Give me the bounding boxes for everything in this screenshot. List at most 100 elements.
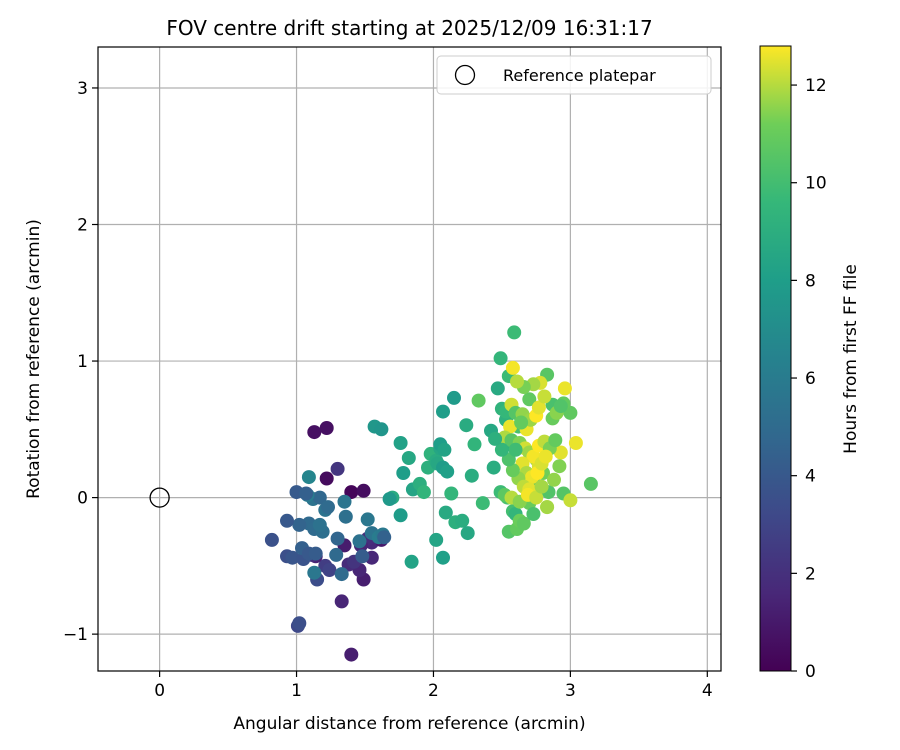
data-point	[553, 445, 568, 460]
data-point	[508, 442, 523, 457]
data-point	[330, 461, 345, 476]
data-point	[307, 565, 322, 580]
colorbar-ticks: 0 2 4 6 8 10 12	[791, 76, 827, 682]
data-point	[330, 531, 345, 546]
data-point	[344, 647, 359, 662]
y-tick-label: −1	[63, 625, 88, 645]
x-tick-label: 1	[291, 681, 302, 701]
colorbar-gradient	[759, 45, 792, 672]
x-axis-label: Angular distance from reference (arcmin)	[233, 714, 585, 734]
data-point	[334, 594, 349, 609]
y-axis-label: Rotation from reference (arcmin)	[24, 219, 44, 499]
data-point	[438, 505, 453, 520]
data-point	[514, 415, 529, 430]
chart-title: FOV centre drift starting at 2025/12/09 …	[166, 16, 652, 40]
data-point	[455, 513, 470, 528]
data-point	[337, 494, 352, 509]
data-point	[312, 517, 327, 532]
data-point	[553, 399, 568, 414]
x-tick-label: 2	[428, 681, 439, 701]
y-tick-label: 3	[77, 79, 88, 99]
y-tick-label: 0	[77, 489, 88, 509]
colorbar-label: Hours from first FF file	[841, 264, 861, 454]
data-point	[493, 351, 508, 366]
plot-frame	[97, 46, 722, 672]
data-point	[356, 483, 371, 498]
data-point	[540, 500, 555, 515]
data-point	[404, 554, 419, 569]
colorbar: 0 2 4 6 8 10 12 Hours from first FF file	[759, 45, 861, 682]
data-point	[537, 389, 552, 404]
colorbar-tick-label: 0	[805, 662, 816, 682]
data-point	[467, 437, 482, 452]
data-point	[471, 393, 486, 408]
data-point	[510, 374, 524, 389]
data-point	[490, 381, 505, 396]
data-point	[437, 442, 452, 457]
data-point	[568, 436, 583, 450]
data-point	[308, 546, 323, 561]
data-point	[319, 421, 334, 435]
scatter-points	[264, 325, 598, 662]
data-point	[338, 509, 353, 524]
x-tick-label: 3	[565, 681, 576, 701]
reference-platepar-marker	[149, 487, 170, 508]
data-point	[531, 400, 546, 415]
data-point	[393, 436, 408, 450]
colorbar-tick-label: 4	[805, 467, 816, 487]
data-point	[382, 492, 397, 506]
data-point	[292, 616, 307, 631]
data-point	[329, 547, 344, 562]
data-point	[548, 433, 563, 448]
colorbar-tick-label: 10	[805, 174, 827, 194]
x-tick-label: 0	[154, 681, 165, 701]
data-point	[529, 490, 544, 505]
data-point	[547, 472, 561, 487]
data-point	[563, 493, 578, 508]
data-point	[516, 516, 531, 531]
data-point	[505, 360, 520, 375]
data-point	[440, 464, 455, 479]
data-point	[552, 459, 567, 474]
data-point	[444, 486, 459, 501]
y-tick-label: 2	[77, 216, 88, 236]
data-point	[312, 490, 327, 505]
data-point	[460, 526, 475, 541]
data-point	[355, 549, 370, 564]
colorbar-tick-label: 8	[805, 271, 816, 291]
data-point	[538, 449, 553, 464]
colorbar-tick-label: 12	[805, 76, 827, 96]
colorbar-tick-label: 2	[805, 564, 816, 584]
colorbar-tick-label: 6	[805, 369, 816, 389]
x-tick-label: 4	[702, 681, 713, 701]
data-point	[507, 325, 522, 340]
data-point	[360, 512, 375, 527]
data-point	[557, 381, 572, 396]
legend-marker-icon	[454, 64, 476, 86]
data-point	[475, 496, 490, 511]
data-point	[459, 418, 474, 433]
data-point	[352, 534, 367, 549]
data-point	[464, 468, 479, 483]
legend: Reference platepar	[436, 55, 712, 95]
data-point	[292, 517, 307, 532]
data-point	[319, 471, 334, 486]
data-point	[307, 425, 322, 440]
data-point	[334, 567, 349, 582]
data-point	[264, 532, 279, 547]
data-point	[429, 532, 444, 547]
data-point	[583, 476, 598, 491]
data-point	[401, 451, 416, 465]
legend-label: Reference platepar	[503, 66, 656, 85]
data-point	[321, 500, 335, 515]
data-point	[494, 442, 509, 457]
data-point	[522, 392, 537, 407]
y-tick-label: 1	[77, 352, 88, 372]
data-point	[503, 419, 518, 434]
data-point	[447, 390, 461, 405]
data-point	[436, 550, 450, 565]
data-point	[505, 463, 520, 478]
data-point	[299, 486, 314, 501]
data-point	[396, 466, 411, 480]
